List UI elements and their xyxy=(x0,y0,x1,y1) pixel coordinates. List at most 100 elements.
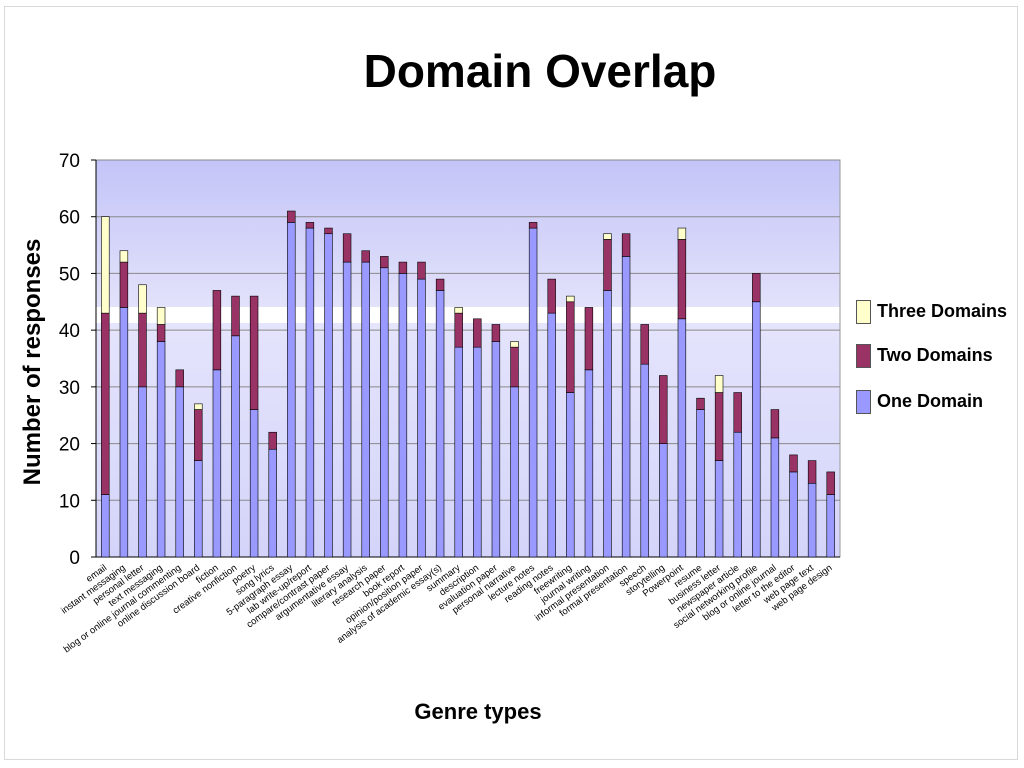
bar-segment-one-domain xyxy=(640,363,649,558)
bar-segment-one-domain xyxy=(789,471,798,558)
bar-segment-three-domains xyxy=(101,216,110,314)
plot-area xyxy=(95,159,841,558)
bar-segment-two-domains xyxy=(659,375,668,444)
bar-segment-two-domains xyxy=(231,295,240,337)
bar-segment-two-domains xyxy=(380,256,389,269)
bar-segment-two-domains xyxy=(696,397,705,410)
bar-segment-one-domain xyxy=(249,409,259,558)
bar-segment-two-domains xyxy=(324,227,333,235)
chart-title: Domain Overlap xyxy=(363,45,717,97)
bar-segment-three-domains xyxy=(510,341,519,348)
legend-label-three-domains: Three Domains xyxy=(877,301,1008,321)
legend-label-two-domains: Two Domains xyxy=(877,345,993,365)
bar-segment-two-domains xyxy=(342,233,352,263)
bar-segment-one-domain xyxy=(398,273,408,558)
bar-segment-three-domains xyxy=(566,295,575,303)
bar-segment-two-domains xyxy=(770,409,780,439)
bar-segment-one-domain xyxy=(826,494,835,558)
bar-segment-two-domains xyxy=(491,324,501,342)
bar-segment-two-domains xyxy=(528,222,538,229)
bar-segment-one-domain xyxy=(454,346,463,558)
y-tick-label: 70 xyxy=(59,151,80,172)
bar-segment-two-domains xyxy=(101,312,110,495)
bar-segment-three-domains xyxy=(603,233,612,240)
bar-segment-two-domains xyxy=(361,250,370,263)
bar-segment-one-domain xyxy=(584,369,594,558)
bar-segment-one-domain xyxy=(194,460,203,558)
bar-segment-three-domains xyxy=(677,227,687,240)
bar-segment-two-domains xyxy=(640,324,649,365)
bar-segment-two-domains xyxy=(566,301,575,393)
legend-swatch-one-domain xyxy=(856,390,871,414)
bar-segment-two-domains xyxy=(510,346,519,388)
bar-segment-two-domains xyxy=(547,278,556,314)
bar-segment-one-domain xyxy=(156,341,166,558)
bar-segment-one-domain xyxy=(621,256,631,558)
bar-segment-two-domains xyxy=(621,233,631,257)
bar-segment-one-domain xyxy=(212,369,222,558)
bar-segment-two-domains xyxy=(119,261,129,308)
bar-segment-one-domain xyxy=(305,227,315,558)
bar-segment-one-domain xyxy=(287,222,296,558)
bar-segment-one-domain xyxy=(435,290,445,558)
bar-segment-one-domain xyxy=(268,448,277,558)
bar-segment-two-domains xyxy=(417,261,426,280)
bar-segment-one-domain xyxy=(528,227,538,558)
bar-segment-one-domain xyxy=(510,386,519,558)
y-tick-label: 40 xyxy=(59,321,80,342)
y-tick-label: 10 xyxy=(59,491,80,512)
bar-segment-one-domain xyxy=(603,290,612,558)
y-tick-label: 0 xyxy=(69,548,80,569)
bar-segment-one-domain xyxy=(752,301,761,558)
bar-segment-three-domains xyxy=(194,403,203,410)
legend-swatch-three-domains xyxy=(856,300,871,324)
bar-segment-one-domain xyxy=(566,392,575,558)
bar-segment-two-domains xyxy=(826,471,835,495)
bar-segment-two-domains xyxy=(733,392,742,433)
bar-segment-one-domain xyxy=(119,307,129,558)
bar-segment-two-domains xyxy=(398,261,408,274)
bar-segment-one-domain xyxy=(342,261,352,558)
bar-segment-one-domain xyxy=(417,278,426,558)
bar-segment-three-domains xyxy=(714,375,724,393)
bar-segment-two-domains xyxy=(305,222,315,229)
bar-segment-two-domains xyxy=(156,324,166,342)
bar-segment-one-domain xyxy=(696,409,705,558)
y-tick-label: 30 xyxy=(59,378,80,399)
y-tick-label: 20 xyxy=(59,435,80,456)
bar-segment-two-domains xyxy=(807,460,817,484)
bar-segment-two-domains xyxy=(287,210,296,223)
bar-segment-two-domains xyxy=(714,392,724,461)
bar-segment-two-domains xyxy=(249,295,259,410)
bar-segment-one-domain xyxy=(659,443,668,558)
bar-segment-one-domain xyxy=(807,482,817,558)
bar-segment-three-domains xyxy=(156,307,166,325)
bar-segment-one-domain xyxy=(361,261,370,558)
bar-segment-two-domains xyxy=(473,318,482,348)
bar-segment-two-domains xyxy=(212,290,222,371)
bar-segment-two-domains xyxy=(194,409,203,461)
bar-segment-two-domains xyxy=(584,307,594,371)
bar-segment-one-domain xyxy=(101,494,110,558)
bar-segment-three-domains xyxy=(138,284,147,314)
bar-segment-one-domain xyxy=(138,386,147,558)
bar-segment-one-domain xyxy=(380,267,389,558)
bar-segment-one-domain xyxy=(547,312,556,558)
bar-segment-one-domain xyxy=(491,341,501,558)
bar-segment-two-domains xyxy=(435,278,445,291)
bar-segment-one-domain xyxy=(231,335,240,558)
bar-segment-one-domain xyxy=(714,460,724,558)
legend-swatch-two-domains xyxy=(856,344,871,368)
bar-segment-two-domains xyxy=(752,273,761,303)
bar-segment-one-domain xyxy=(770,437,780,558)
bar-segment-three-domains xyxy=(119,250,129,263)
bar-segment-two-domains xyxy=(454,312,463,348)
bar-segment-two-domains xyxy=(268,431,277,450)
bar-segment-two-domains xyxy=(175,369,184,388)
bar-segment-one-domain xyxy=(175,386,184,558)
bar-segment-two-domains xyxy=(603,239,612,291)
bar-segment-one-domain xyxy=(733,431,742,558)
bar-segment-two-domains xyxy=(138,312,147,388)
bar-segment-one-domain xyxy=(324,233,333,558)
